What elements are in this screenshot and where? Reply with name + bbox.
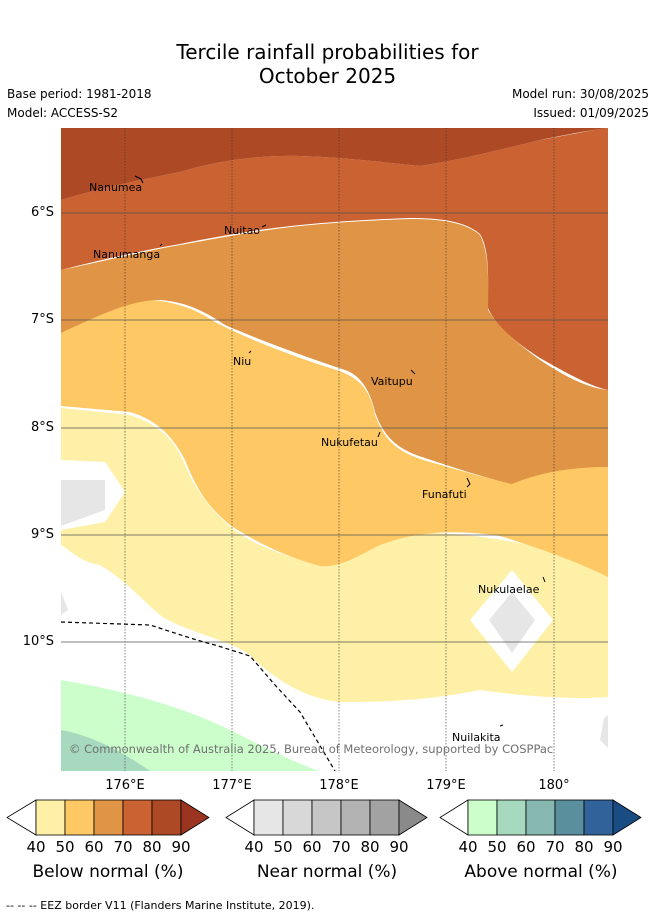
below-normal-70-region (61, 128, 608, 390)
title-line-2: October 2025 (258, 64, 397, 88)
below-normal-50-region (61, 300, 608, 577)
legend-near-tick: 80 (360, 838, 380, 856)
legend-colorbars (6, 799, 642, 836)
lat-grid-lines (61, 212, 608, 643)
lon-label-178e: 178°E (319, 778, 359, 793)
legend-below-normal-title: Below normal (%) (32, 862, 184, 882)
legend-below-tick: 50 (55, 838, 75, 856)
legend-below-tick: 80 (142, 838, 162, 856)
place-label-nanumea: Nanumea (89, 181, 143, 194)
near-normal-40-se (600, 715, 608, 748)
near-normal-40-east (489, 592, 535, 653)
legend-near-tick: 60 (302, 838, 322, 856)
legend-above-normal-title: Above normal (%) (464, 862, 618, 882)
legend-near-tick: 90 (389, 838, 409, 856)
legend-near-tick: 50 (273, 838, 293, 856)
lat-label-9s: 9°S (30, 527, 54, 542)
legend-near-normal-bar (225, 799, 428, 836)
legend-below-tick: 70 (113, 838, 133, 856)
lon-label-180: 180° (538, 778, 570, 793)
title-line-1: Tercile rainfall probabilities for (176, 40, 479, 64)
legend-above-tick: 80 (574, 838, 594, 856)
above-normal-40-region (61, 680, 320, 771)
place-label-nanumanga: Nanumanga (93, 248, 161, 261)
issued-date: Issued: 01/09/2025 (533, 106, 649, 120)
place-label-nukufetau: Nukufetau (321, 436, 378, 449)
lon-label-176e: 176°E (105, 778, 145, 793)
legend-above-tick: 90 (603, 838, 623, 856)
legend-above-tick: 60 (516, 838, 536, 856)
lat-label-10s: 10°S (22, 634, 54, 649)
legend-below-normal-bar (6, 799, 210, 836)
base-period: Base period: 1981-2018 (7, 87, 152, 101)
copyright-notice: © Commonwealth of Australia 2025, Bureau… (69, 742, 554, 756)
model-run: Model run: 30/08/2025 (511, 87, 649, 101)
legend-near-tick: 70 (331, 838, 351, 856)
legend-above-tick: 70 (545, 838, 565, 856)
near-normal-40-sw (61, 592, 68, 615)
lat-label-6s: 6°S (30, 205, 54, 220)
grid-lines (124, 128, 555, 771)
lat-label-8s: 8°S (30, 420, 54, 435)
model-name: Model: ACCESS-S2 (7, 106, 119, 120)
place-label-nuilakita: Nuilakita (452, 731, 501, 744)
legend-near-normal-title: Near normal (%) (256, 862, 398, 882)
lat-label-7s: 7°S (30, 312, 54, 327)
legend-above-tick: 40 (458, 838, 478, 856)
legend-below-tick: 90 (171, 838, 191, 856)
chart-title: Tercile rainfall probabilities for Octob… (0, 40, 655, 88)
legend-below-tick: 60 (84, 838, 104, 856)
eez-footer-note: -- -- -- EEZ border V11 (Flanders Marine… (6, 899, 315, 912)
legend-above-normal-bar (439, 799, 642, 836)
place-label-nuitao: Nuitao (224, 224, 261, 237)
place-label-funafuti: Funafuti (422, 488, 467, 501)
below-normal-60-region (61, 219, 608, 484)
place-label-vaitupu: Vaitupu (371, 375, 413, 388)
eez-border (61, 621, 336, 771)
lon-label-179e: 179°E (426, 778, 466, 793)
below-normal-80-region (61, 128, 608, 200)
island-shapes (134, 175, 546, 727)
near-normal-40-west (61, 480, 105, 526)
legend-above-tick: 50 (487, 838, 507, 856)
legend-below-tick: 40 (26, 838, 46, 856)
place-label-nukulaelae: Nukulaelae (478, 583, 540, 596)
lon-label-177e: 177°E (212, 778, 252, 793)
legend-near-tick: 40 (244, 838, 264, 856)
below-normal-40-region (61, 408, 608, 702)
place-label-niu: Niu (233, 355, 252, 368)
above-normal-50-region (61, 730, 150, 771)
